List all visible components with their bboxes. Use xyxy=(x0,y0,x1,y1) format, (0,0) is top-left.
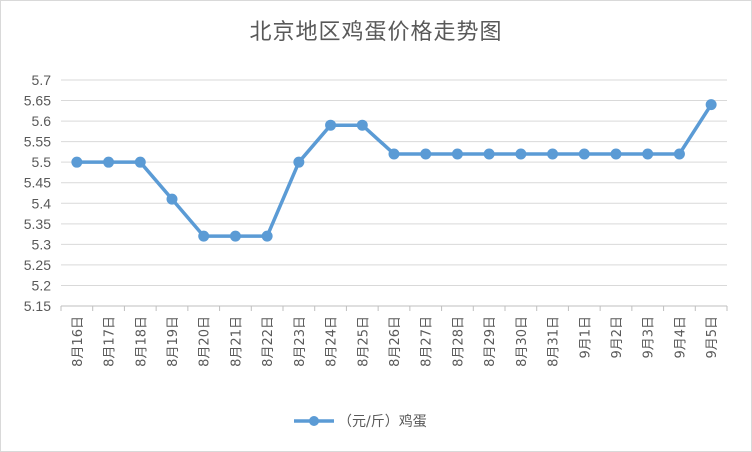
y-tick-label: 5.2 xyxy=(32,277,52,293)
y-tick-label: 5.45 xyxy=(24,175,51,191)
y-tick-label: 5.4 xyxy=(32,195,52,211)
series-line xyxy=(76,103,713,238)
x-tick-label: 9月4日 xyxy=(673,316,688,359)
data-point xyxy=(705,99,717,111)
legend-marker xyxy=(309,416,319,426)
y-tick-label: 5.25 xyxy=(24,257,51,273)
data-point xyxy=(578,148,590,160)
series-layer xyxy=(71,99,717,242)
data-point xyxy=(103,156,115,168)
x-tick-label: 8月25日 xyxy=(356,316,371,367)
x-tick-label: 8月21日 xyxy=(229,316,244,367)
y-tick-label: 5.35 xyxy=(24,216,51,232)
data-point xyxy=(610,148,622,160)
chart-title: 北京地区鸡蛋价格走势图 xyxy=(249,20,503,45)
x-tick-label: 8月23日 xyxy=(293,316,308,367)
x-axis-ticks: 8月16日 8月17日 8月18日 8月19日 8月20日 8月21日 8月22日 8月23日… xyxy=(71,316,720,367)
data-point xyxy=(325,119,337,131)
x-tick-label: 8月30日 xyxy=(515,316,530,367)
y-axis-ticks: 5.15 5.2 5.25 5.3 5.35 5.4 5.45 5.5 5.55 5.6 5.65 5… xyxy=(24,72,51,314)
x-tick-label: 8月27日 xyxy=(420,316,435,367)
y-tick-label: 5.65 xyxy=(24,93,51,109)
data-point xyxy=(515,148,527,160)
data-point xyxy=(198,230,210,242)
data-point xyxy=(451,148,463,160)
x-tick-label: 9月3日 xyxy=(642,316,657,359)
x-tick-label: 8月17日 xyxy=(103,316,118,367)
data-point xyxy=(388,148,400,160)
y-tick-label: 5.3 xyxy=(32,236,52,252)
data-point xyxy=(420,148,432,160)
x-tick-label: 8月20日 xyxy=(198,316,213,367)
x-tick-label: 8月19日 xyxy=(166,316,181,367)
y-tick-label: 5.55 xyxy=(24,134,51,150)
x-tick-label: 8月24日 xyxy=(325,316,340,367)
x-tick-label: 9月2日 xyxy=(610,316,625,359)
data-point xyxy=(673,148,685,160)
x-tick-label: 8月18日 xyxy=(134,316,149,367)
y-tick-label: 5.15 xyxy=(24,298,51,314)
data-point xyxy=(642,148,654,160)
data-point xyxy=(261,230,273,242)
x-tick-label: 8月31日 xyxy=(547,316,562,367)
y-tick-label: 5.7 xyxy=(32,72,52,88)
data-point xyxy=(356,119,368,131)
legend: （元/斤）鸡蛋 xyxy=(294,413,427,430)
y-tick-label: 5.5 xyxy=(32,154,52,170)
x-tick-label: 8月26日 xyxy=(388,316,403,367)
data-point xyxy=(134,156,146,168)
x-tick-label: 8月16日 xyxy=(71,316,86,367)
data-point xyxy=(229,230,241,242)
data-point xyxy=(483,148,495,160)
x-axis xyxy=(60,305,728,311)
data-point xyxy=(71,156,83,168)
y-tick-label: 5.6 xyxy=(32,113,52,129)
x-tick-label: 8月29日 xyxy=(483,316,498,367)
data-point xyxy=(547,148,559,160)
x-tick-label: 9月5日 xyxy=(705,316,720,359)
legend-label: （元/斤）鸡蛋 xyxy=(338,413,427,430)
x-tick-label: 8月28日 xyxy=(451,316,466,367)
x-tick-label: 9月1日 xyxy=(578,316,593,359)
data-point xyxy=(293,156,305,168)
gridlines xyxy=(61,79,727,286)
x-tick-label: 8月22日 xyxy=(261,316,276,367)
data-point xyxy=(166,193,178,205)
